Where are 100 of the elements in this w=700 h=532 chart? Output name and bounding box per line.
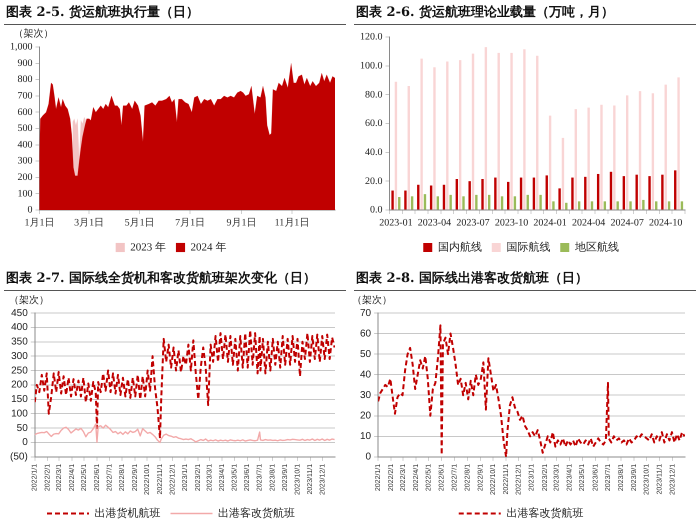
y-tick-label: 20 [360,410,372,422]
bar [436,196,440,210]
bar [420,58,423,210]
bar [430,185,432,210]
bar [417,184,420,210]
y-tick-label: 200 [11,380,28,391]
y-tick-label: 350 [11,336,28,348]
y-tick-label: 70 [360,308,372,319]
y-tick-label: 10 [360,431,372,442]
y-tick-label: 300 [11,350,28,362]
y-axis-title: （架次） [14,28,54,40]
bar [449,194,452,210]
bar [584,176,587,210]
bar [574,109,577,210]
y-tick-label: 400 [11,322,28,334]
bar [661,174,664,210]
x-tick-label: 5月1日 [124,218,155,229]
legend-label: 国际航线 [506,240,550,254]
y-tick-label: 450 [11,308,28,319]
y-tick-label: 50 [16,422,28,434]
y-tick-label: 150 [11,394,28,406]
bar [398,197,400,210]
x-tick-label: 7月1日 [175,218,206,229]
bar [507,182,510,210]
bar [391,190,394,210]
bar [468,181,471,210]
x-tick-label: 2023-04 [418,218,452,229]
bar [484,47,488,210]
legend-label: 2024 年 [190,241,226,254]
bar [565,202,568,210]
y-tick-label: 100 [11,408,28,420]
x-tick-label: 11月1日 [274,218,310,229]
bar [394,82,398,210]
y-tick-label: 800 [18,74,32,86]
bar [494,178,497,210]
bar [488,194,490,210]
bar [668,201,670,210]
bar [523,49,526,210]
y-tick-label: 40.0 [365,146,382,158]
bar [677,77,680,210]
y-tick-label: 1,000 [10,42,32,53]
bar [536,56,538,210]
legend-label: 地区航线 [574,240,619,254]
y-axis-title: （架次） [352,294,392,306]
y-tick-label: 50 [360,348,372,360]
bar [578,201,580,210]
bar [613,105,616,210]
x-tick-label: 1月1日 [24,218,54,229]
y-tick-label: 0 [22,437,28,448]
bar [680,201,684,210]
y-tick-label: 60 [360,328,372,340]
legend-label: 2023 年 [130,241,166,254]
bar [562,138,564,210]
bar [498,52,500,210]
y-tick-label: 600 [18,106,32,118]
y-tick-label: 400 [18,139,32,150]
bar [616,201,619,210]
legend-label: 出港客改货航班 [218,506,295,520]
bar [642,200,645,210]
y-tick-label: 60.0 [365,118,382,130]
bar [626,95,628,210]
y-tick-label: 900 [18,58,32,69]
x-tick-label: 9月1日 [226,218,256,229]
y-tick-label: 300 [18,156,32,167]
y-tick-label: 30 [360,390,372,401]
bar [408,86,410,210]
y-tick-label: 0 [28,204,32,216]
x-tick-label: 2023-07 [456,218,490,229]
chart-title: 图表 2-7. 国际线全货机和客改货航班架次变化（日） [4,266,346,291]
y-tick-label: 80.0 [365,89,382,100]
y-axis-title: （架次） [8,294,49,306]
y-tick-label: 100 [18,188,32,200]
y-tick-label: 0.0 [370,204,382,216]
legend-label: 国内航线 [438,240,482,254]
bar [622,176,626,210]
y-tick-label: 0 [366,452,372,463]
bar [458,60,462,210]
bar [664,84,667,210]
bar [674,170,676,210]
x-tick-label: 2023-01 [379,218,413,229]
y-tick-label: 700 [18,90,32,102]
y-tick-label: 100.0 [360,60,382,72]
bar [475,194,478,210]
x-tick-label: 2024-07 [610,218,644,229]
chart-title: 图表 2-6. 货运航班理论业载量（万吨，月） [354,0,696,25]
bar [532,178,536,210]
bar [596,174,600,210]
chart-title: 图表 2-5. 货运航班执行量（日） [4,0,346,25]
bar [526,194,529,210]
y-tick-label: 500 [18,123,32,134]
y-tick-label: 120.0 [360,32,382,43]
bar [546,175,548,210]
bar [604,201,606,210]
bar [587,108,590,210]
y-tick-label: 20.0 [365,176,382,187]
bar [446,62,449,210]
bar [539,194,542,210]
y-tick-label: 250 [11,365,28,376]
bar [510,52,513,210]
bar [635,174,638,210]
